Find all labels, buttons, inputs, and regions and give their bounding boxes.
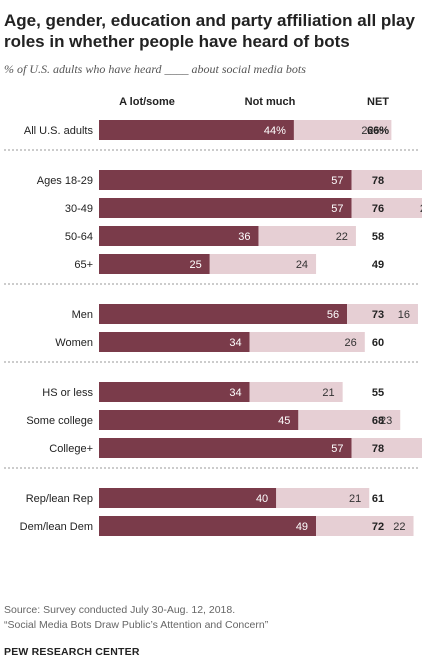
bar-not-much xyxy=(316,516,414,536)
value-label-not-much: 22 xyxy=(393,521,405,533)
category-label: Ages 18-29 xyxy=(37,175,93,187)
value-label-a-lot-some: 45 xyxy=(278,415,290,427)
category-label: Dem/lean Dem xyxy=(20,521,93,533)
bar-a-lot-some xyxy=(99,254,210,274)
bar-not-much xyxy=(249,382,343,402)
value-label-not-much: 21 xyxy=(349,493,361,505)
net-value: 68 xyxy=(372,415,384,427)
bar-not-much xyxy=(209,254,317,274)
net-value: 78 xyxy=(372,175,384,187)
value-label-a-lot-some: 56 xyxy=(327,309,339,321)
bar-not-much xyxy=(249,332,365,352)
chart-title: Age, gender, education and party affilia… xyxy=(4,11,415,51)
value-label-not-much: 21 xyxy=(322,387,334,399)
value-label-a-lot-some: 25 xyxy=(190,259,202,271)
value-label-a-lot-some: 57 xyxy=(331,443,343,455)
bar-a-lot-some xyxy=(99,120,294,140)
category-label: All U.S. adults xyxy=(24,125,94,137)
bar-a-lot-some xyxy=(99,332,250,352)
category-label: Rep/lean Rep xyxy=(26,493,93,505)
value-label-a-lot-some: 57 xyxy=(331,203,343,215)
value-label-a-lot-some: 34 xyxy=(229,337,241,349)
category-label: 50-64 xyxy=(65,231,93,243)
net-value: 58 xyxy=(372,231,384,243)
value-label-a-lot-some: 57 xyxy=(331,175,343,187)
net-value: 72 xyxy=(372,521,384,533)
value-label-not-much: 23 xyxy=(380,415,392,427)
net-value: 55 xyxy=(372,387,384,399)
bar-not-much xyxy=(258,226,356,246)
pew-research-center-logo: PEW RESEARCH CENTER xyxy=(4,646,140,658)
net-value: 49 xyxy=(372,259,384,271)
value-label-a-lot-some: 44% xyxy=(264,125,286,137)
value-label-a-lot-some: 40 xyxy=(256,493,268,505)
value-label-not-much: 20 xyxy=(420,203,422,215)
category-label: Women xyxy=(55,337,93,349)
net-value: 73 xyxy=(372,309,384,321)
value-label-not-much: 16 xyxy=(398,309,410,321)
bar-not-much xyxy=(351,170,422,190)
value-label-a-lot-some: 34 xyxy=(229,387,241,399)
bar-a-lot-some xyxy=(99,170,352,190)
bar-not-much xyxy=(351,198,422,218)
bar-not-much xyxy=(298,410,401,430)
report-title-note: “Social Media Bots Draw Public’s Attenti… xyxy=(4,619,269,631)
value-label-not-much: 26 xyxy=(345,337,357,349)
net-value: 66% xyxy=(367,125,389,137)
bar-not-much xyxy=(347,304,418,324)
net-value: 60 xyxy=(372,337,384,349)
category-label: HS or less xyxy=(42,387,93,399)
category-label: College+ xyxy=(49,443,93,455)
value-label-a-lot-some: 49 xyxy=(296,521,308,533)
header-a-lot-some: A lot/some xyxy=(119,96,175,108)
bar-not-much xyxy=(351,438,422,458)
value-label-not-much: 22% xyxy=(361,125,383,137)
bar-a-lot-some xyxy=(99,304,348,324)
value-label-a-lot-some: 36 xyxy=(238,231,250,243)
bar-a-lot-some xyxy=(99,198,352,218)
bar-a-lot-some xyxy=(99,382,250,402)
header-not-much: Not much xyxy=(245,96,296,108)
source-note: Source: Survey conducted July 30-Aug. 12… xyxy=(4,604,236,616)
chart-subtitle: % of U.S. adults who have heard ____ abo… xyxy=(4,62,306,76)
net-value: 76 xyxy=(372,203,384,215)
bar-not-much xyxy=(276,488,370,508)
category-label: 65+ xyxy=(74,259,93,271)
category-label: Men xyxy=(72,309,93,321)
bar-a-lot-some xyxy=(99,438,352,458)
value-label-not-much: 22 xyxy=(336,231,348,243)
bar-a-lot-some xyxy=(99,516,317,536)
net-value: 78 xyxy=(372,443,384,455)
bar-not-much xyxy=(293,120,392,140)
header-net: NET xyxy=(367,96,389,108)
bar-a-lot-some xyxy=(99,410,299,430)
value-label-not-much: 24 xyxy=(296,259,308,271)
category-label: Some college xyxy=(26,415,93,427)
net-value: 61 xyxy=(372,493,384,505)
category-label: 30-49 xyxy=(65,203,93,215)
bar-a-lot-some xyxy=(99,226,259,246)
bar-a-lot-some xyxy=(99,488,277,508)
